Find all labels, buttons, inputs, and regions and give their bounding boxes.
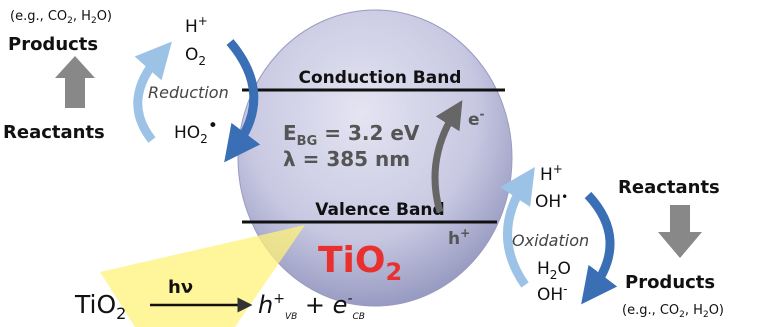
right-note: (e.g., CO2, H2O)	[622, 303, 724, 320]
reduction-in: H+	[185, 14, 208, 37]
superscript: +	[273, 291, 285, 307]
superscript: •	[561, 190, 568, 204]
text: TiO	[318, 240, 386, 281]
oxidation-in: H+	[540, 162, 563, 185]
text: O	[557, 259, 570, 279]
superscript: +	[460, 226, 470, 240]
diagram: Conduction Band Valence Band EBG = 3.2 e…	[0, 0, 764, 327]
light-energy: hν	[168, 277, 193, 298]
text: O)	[97, 9, 112, 24]
down-arrow	[658, 205, 702, 258]
conduction-band: Conduction Band	[299, 68, 462, 88]
text: H	[537, 259, 550, 279]
text: h	[448, 229, 460, 249]
right-reactants: Reactants	[618, 177, 720, 198]
wavelength: λ = 385 nm	[283, 147, 410, 171]
reduction-out: HO2•	[174, 116, 218, 146]
equation-rhs: h+VB + e-CB	[258, 291, 365, 322]
reduction-label: Reduction	[148, 83, 229, 102]
superscript: -	[480, 107, 485, 121]
text: = 3.2 eV	[317, 121, 420, 145]
superscript: +	[198, 14, 208, 28]
left-note: (e.g., CO2, H2O)	[10, 9, 112, 26]
text: e	[333, 291, 348, 319]
subscript: 2	[386, 258, 403, 286]
text: (e.g., CO	[622, 303, 679, 318]
text: OH	[537, 285, 563, 305]
text: OH	[535, 192, 561, 212]
right-products: Products	[625, 272, 715, 293]
subscript: VB	[285, 312, 297, 322]
oxidation-label: Oxidation	[512, 231, 589, 250]
text: O	[185, 45, 198, 65]
reduction-in: O2	[185, 45, 206, 68]
left-reactants: Reactants	[3, 122, 105, 143]
left-products: Products	[8, 34, 98, 55]
superscript: •	[208, 116, 218, 136]
subscript: 2	[198, 54, 206, 68]
text: TiO	[74, 290, 116, 319]
text: , H	[73, 9, 91, 24]
subscript: 2	[550, 268, 558, 282]
text: E	[283, 121, 297, 145]
up-arrow	[55, 56, 95, 108]
text: O)	[709, 303, 724, 318]
subscript: CB	[353, 312, 365, 322]
text: HO	[174, 123, 200, 143]
oxidation-in: OH•	[535, 190, 568, 212]
valence-band: Valence Band	[315, 200, 444, 220]
subscript: 2	[200, 132, 208, 146]
text: (e.g., CO	[10, 9, 67, 24]
superscript: -	[563, 282, 567, 296]
text: h	[258, 291, 273, 319]
superscript: -	[347, 291, 352, 307]
oxidation-arrow	[588, 195, 610, 290]
subscript: 2	[116, 304, 126, 323]
text: H	[185, 17, 198, 37]
oxidation-out: OH-	[537, 282, 568, 305]
text: +	[297, 291, 332, 319]
oxidation-out: H2O	[537, 259, 571, 282]
superscript: +	[553, 162, 563, 176]
text: , H	[685, 303, 703, 318]
text: H	[540, 165, 553, 185]
text: e	[468, 110, 480, 130]
light-beam	[100, 225, 305, 327]
